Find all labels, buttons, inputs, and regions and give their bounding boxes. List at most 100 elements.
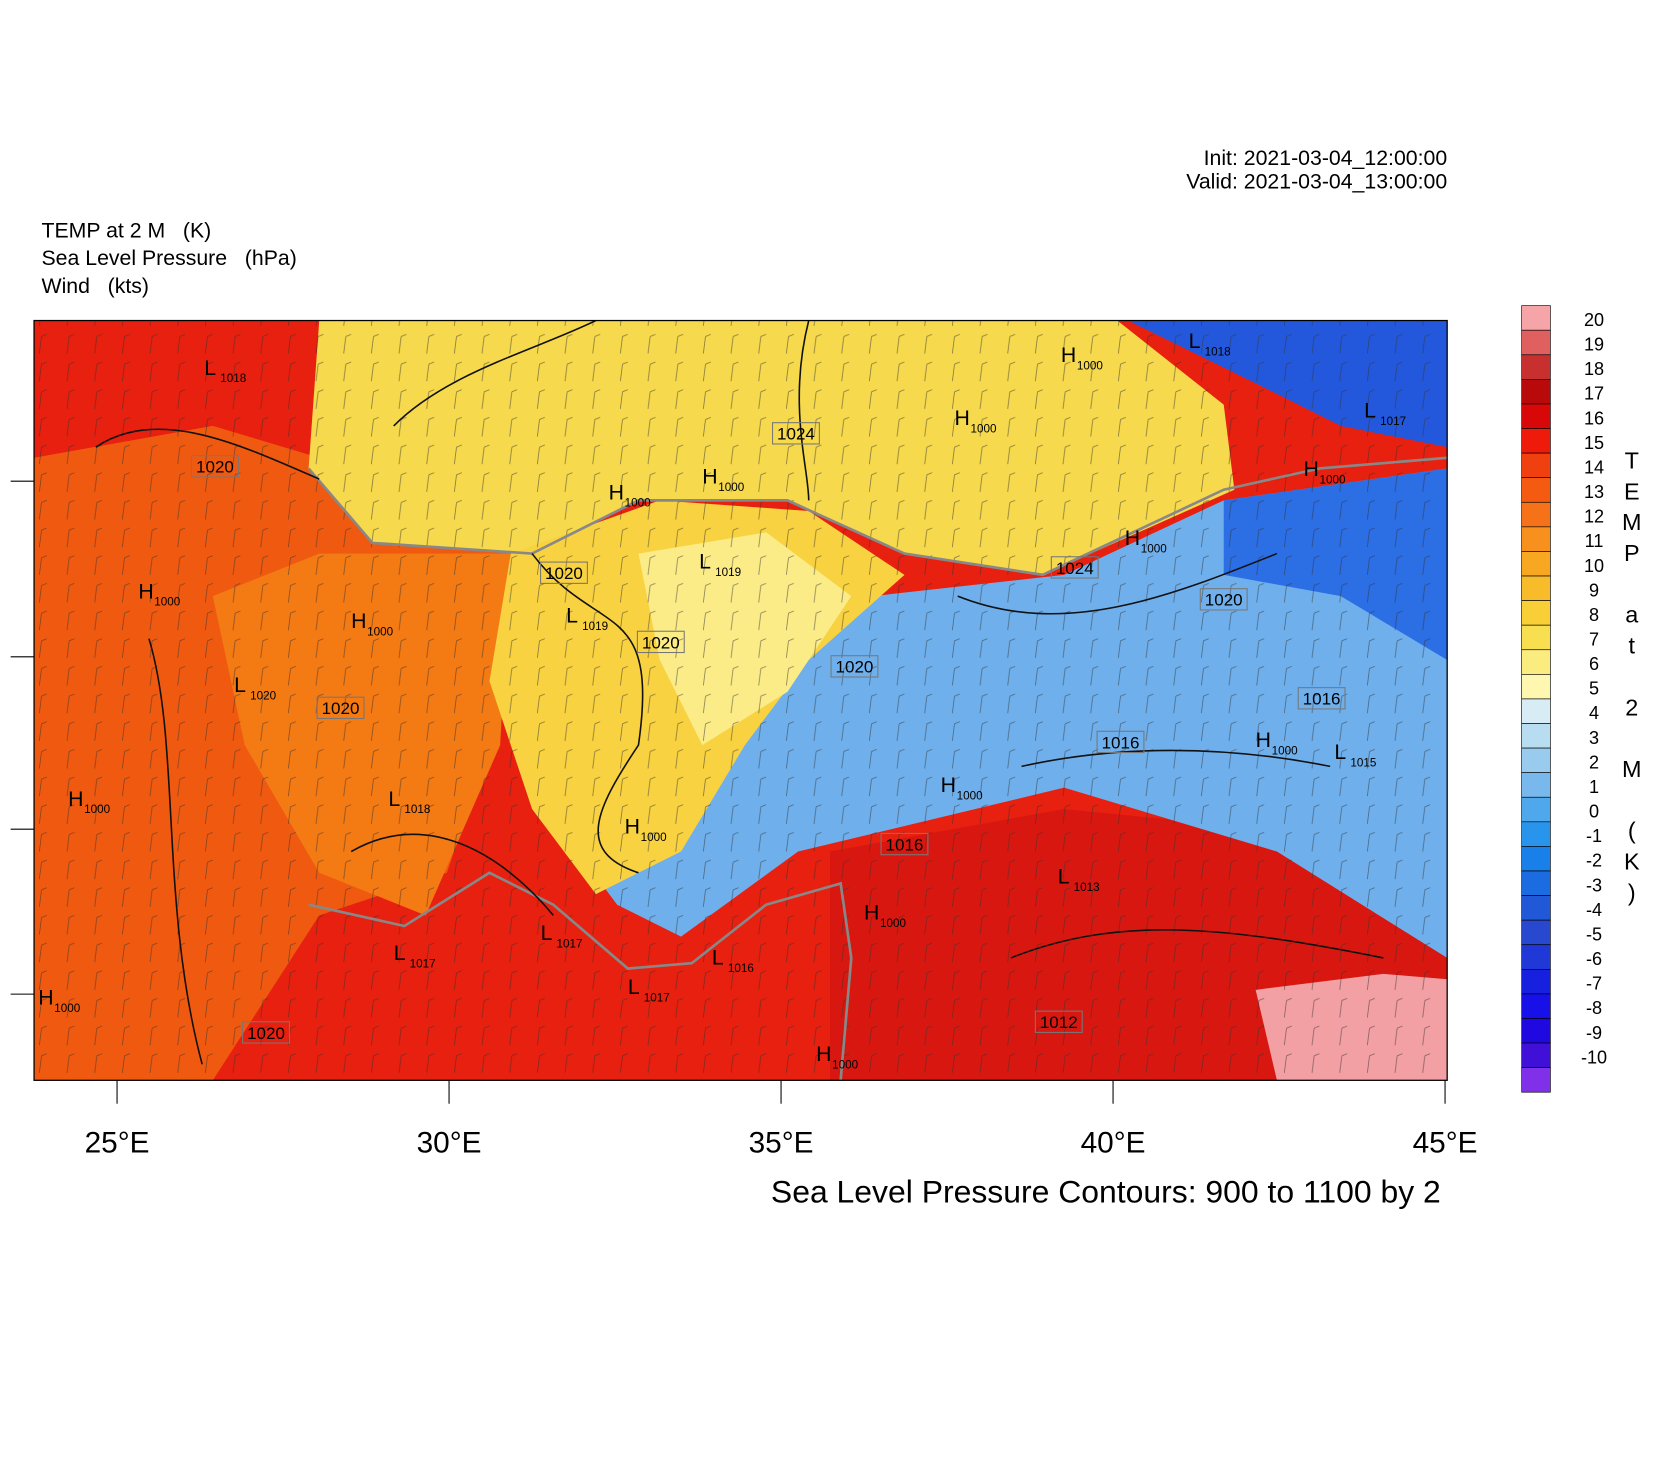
center-type: L: [628, 975, 640, 999]
center-type: H: [1125, 526, 1140, 550]
center-value: 1000: [880, 917, 907, 930]
colorbar-label: 15: [1584, 433, 1604, 453]
lon-label: 40°E: [1081, 1127, 1146, 1160]
center-type: L: [394, 941, 406, 965]
colorbar-box: [1521, 477, 1551, 503]
colorbar-label: -5: [1586, 924, 1602, 944]
colorbar-label: 20: [1584, 310, 1604, 330]
colorbar-label: 12: [1584, 507, 1604, 527]
colorbar-label: 17: [1584, 384, 1604, 404]
colorbar-label: 2: [1589, 752, 1599, 772]
contour-label-box: [1199, 588, 1248, 611]
colorbar-box: [1521, 354, 1551, 380]
contour-label-box: [540, 561, 588, 584]
lon-label: 45°E: [1413, 1127, 1478, 1160]
field-title: Wind (kts): [42, 274, 150, 298]
colorbar-box: [1521, 452, 1551, 479]
center-value: 1020: [250, 689, 277, 702]
colorbar-label: 10: [1584, 556, 1604, 576]
center-type: H: [1061, 343, 1076, 367]
lon-label: 35°E: [749, 1127, 814, 1160]
center-type: H: [138, 579, 153, 603]
center-type: H: [1304, 457, 1319, 481]
colorbar-label: 5: [1589, 679, 1599, 699]
wind-barbs: [34, 320, 1448, 1081]
contour-label: 1016: [1102, 733, 1140, 752]
contour-label: 1020: [196, 458, 234, 477]
center-type: H: [351, 609, 366, 633]
center-value: 1018: [220, 372, 246, 385]
center-type: H: [38, 986, 53, 1010]
colorbar-box: [1521, 674, 1551, 700]
center-value: 1019: [582, 620, 608, 633]
center-type: H: [68, 787, 83, 811]
center-value: 1000: [154, 596, 181, 609]
center-value: 1015: [1350, 756, 1377, 769]
colorbar-box: [1521, 575, 1551, 601]
center-type: H: [1256, 728, 1271, 752]
center-value: 1013: [1074, 881, 1100, 894]
center-value: 1000: [1319, 473, 1346, 486]
colorbar-label: 16: [1584, 408, 1604, 428]
center-type: L: [712, 945, 724, 969]
center-value: 1017: [644, 992, 670, 1005]
colorbar-box: [1521, 1042, 1551, 1068]
center-type: L: [204, 356, 216, 380]
lon-label: 25°E: [85, 1127, 150, 1160]
colorbar-box: [1521, 968, 1551, 995]
colorbar-box: [1521, 944, 1551, 970]
center-value: 1000: [832, 1059, 859, 1072]
contour-label: 1012: [1040, 1013, 1078, 1032]
contour-label: 1020: [836, 658, 874, 677]
colorbar-box: [1521, 919, 1551, 946]
lon-label: 30°E: [417, 1127, 482, 1160]
contour-label: 1024: [777, 425, 815, 444]
center-value: 1000: [625, 497, 652, 510]
map-field: [34, 320, 1448, 1081]
contour-label-box: [242, 1021, 290, 1044]
center-type: L: [388, 787, 400, 811]
colorbar-label: 6: [1589, 654, 1599, 674]
colorbar-box: [1521, 870, 1551, 896]
coastline: [308, 871, 853, 1081]
colorbar-label: -1: [1586, 826, 1602, 846]
colorbar-label: -4: [1586, 900, 1602, 920]
contour-label: 1020: [322, 699, 360, 718]
colorbar-label: 1: [1589, 777, 1599, 797]
colorbar-label: -6: [1586, 949, 1602, 969]
center-value: 1000: [1272, 745, 1299, 758]
contour-label: 1020: [642, 633, 680, 652]
center-value: 1017: [1380, 415, 1406, 428]
contour-label-box: [1050, 556, 1099, 579]
colorbar-label: -3: [1586, 875, 1602, 895]
colorbar-label: 14: [1584, 457, 1604, 477]
contour-label: 1016: [1303, 690, 1341, 709]
colorbar-box: [1521, 403, 1551, 429]
colorbar-label: 19: [1584, 335, 1604, 355]
center-type: L: [234, 673, 246, 697]
center-value: 1017: [410, 958, 436, 971]
center-type: L: [1189, 329, 1201, 353]
colorbar-label: 18: [1584, 359, 1604, 379]
center-value: 1018: [404, 803, 430, 816]
colorbar-label: 11: [1585, 531, 1604, 551]
colorbar-box: [1521, 993, 1551, 1019]
contour-label-box: [636, 630, 685, 654]
center-value: 1000: [1077, 359, 1104, 372]
center-value: 1000: [1141, 543, 1168, 556]
colorbar-box: [1521, 846, 1551, 872]
init-time: Init: 2021-03-04_12:00:00: [1204, 146, 1448, 170]
center-type: L: [699, 549, 711, 573]
colorbar-label: -10: [1581, 1047, 1607, 1067]
center-type: H: [941, 773, 956, 797]
colorbar-box: [1521, 772, 1551, 798]
center-value: 1000: [367, 626, 394, 639]
map-frame: [33, 319, 1448, 1081]
colorbar-label: 0: [1589, 802, 1599, 822]
center-value: 1000: [641, 831, 668, 844]
colorbar-title: TEMP at 2 M (K): [1618, 447, 1646, 911]
center-value: 1000: [957, 789, 984, 802]
colorbar-box: [1521, 796, 1551, 823]
center-type: L: [566, 604, 578, 628]
